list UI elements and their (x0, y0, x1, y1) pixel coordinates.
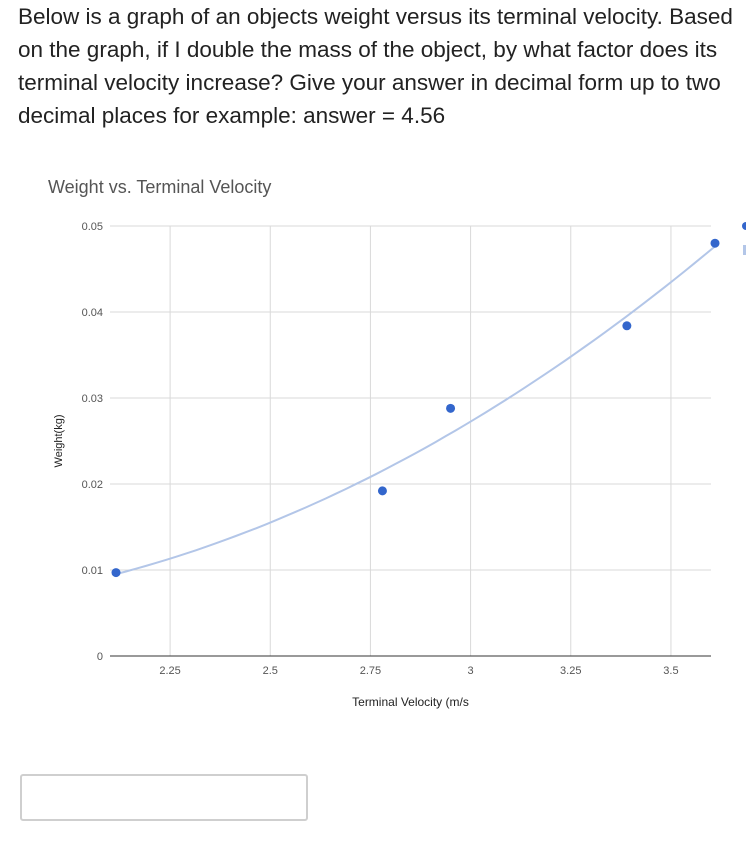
y-tick-label: 0.05 (82, 221, 103, 233)
data-point (446, 403, 456, 413)
x-tick-label: 3.25 (560, 665, 581, 677)
data-point (622, 321, 632, 331)
question-text: Below is a graph of an objects weight ve… (18, 4, 733, 128)
y-tick-label: 0.03 (82, 393, 103, 405)
y-axis-label: Weight(kg) (53, 415, 65, 468)
weight-velocity-chart: Weight vs. Terminal Velocity 2.25 2.5 2.75 3… (0, 165, 746, 725)
data-point (111, 568, 121, 578)
legend-marker-icon (742, 222, 746, 255)
x-axis-label: Terminal Velocity (m/s (352, 695, 469, 709)
y-tick-label: 0.04 (82, 307, 103, 319)
x-tick-label: 3.5 (663, 665, 678, 677)
trendline (115, 245, 716, 576)
data-point (377, 486, 387, 496)
answer-input[interactable] (20, 774, 308, 821)
chart-svg: Weight vs. Terminal Velocity 2.25 2.5 2.75 3… (48, 177, 720, 709)
data-point (710, 238, 720, 248)
x-tick-label: 2.75 (360, 665, 381, 677)
x-tick-label: 2.25 (159, 665, 180, 677)
chart-title: Weight vs. Terminal Velocity (48, 177, 271, 197)
y-tick-label: 0.02 (82, 479, 103, 491)
y-tick-label: 0 (97, 651, 103, 663)
x-tick-label: 2.5 (263, 665, 278, 677)
x-tick-label: 3 (468, 665, 474, 677)
y-tick-label: 0.01 (82, 565, 103, 577)
